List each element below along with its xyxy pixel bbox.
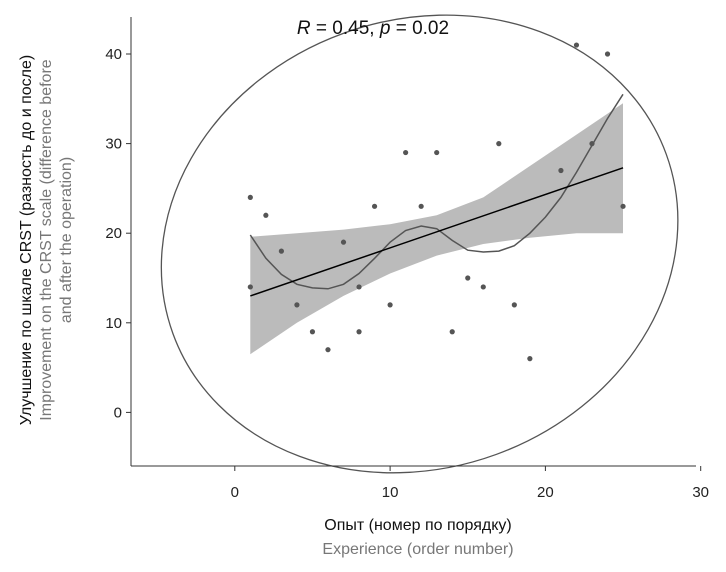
annotation: R = 0.45, p = 0.02 <box>297 18 449 39</box>
data-point <box>511 302 517 308</box>
data-point <box>309 329 316 335</box>
x-tick-label: 20 <box>537 484 554 501</box>
x-axis-label-ru: Опыт (номер по порядку) <box>324 517 511 534</box>
data-point <box>263 212 269 218</box>
data-point <box>356 329 362 335</box>
y-axis-label-ru: Улучшение по шкале CRST (разность до и п… <box>18 55 35 425</box>
data-point <box>371 203 378 209</box>
data-point <box>434 149 440 156</box>
data-point <box>480 284 486 290</box>
data-point <box>418 203 424 209</box>
x-tick-label: 10 <box>382 484 399 501</box>
x-tick-label: 30 <box>692 484 709 501</box>
plot-area <box>160 14 679 474</box>
data-point <box>340 239 347 245</box>
regression-line <box>250 167 624 297</box>
loess-curve <box>249 93 624 290</box>
data-point <box>294 302 300 308</box>
x-axis-label-en: Experience (order number) <box>322 541 513 558</box>
data-point <box>247 194 253 200</box>
data-point <box>527 356 533 362</box>
y-tick-label: 30 <box>105 136 122 153</box>
data-point <box>589 141 595 147</box>
y-tick-label: 20 <box>105 225 122 242</box>
data-point <box>465 275 471 281</box>
axes <box>130 17 696 467</box>
data-point <box>247 284 253 290</box>
data-point <box>278 248 284 254</box>
y-axis-label-en-line2: and after the operation) <box>58 157 75 323</box>
data-point <box>604 51 611 57</box>
data-point <box>325 347 331 353</box>
y-tick-label: 10 <box>105 315 122 332</box>
data-point <box>496 141 502 147</box>
x-tick-label: 0 <box>231 484 239 501</box>
data-point <box>573 42 580 48</box>
data-point <box>620 203 626 209</box>
data-point <box>449 329 455 335</box>
y-tick-label: 0 <box>114 404 122 421</box>
y-tick-label: 40 <box>105 46 122 63</box>
data-point <box>387 302 393 308</box>
data-point <box>558 167 564 174</box>
data-point <box>403 149 409 156</box>
confidence-ellipse <box>160 14 679 474</box>
y-axis-label-en-line1: Improvement on the CRST scale (differenc… <box>38 59 55 420</box>
ticks: 0 10 20 30 0 10 20 30 40 <box>105 46 709 501</box>
data-point <box>356 284 362 290</box>
